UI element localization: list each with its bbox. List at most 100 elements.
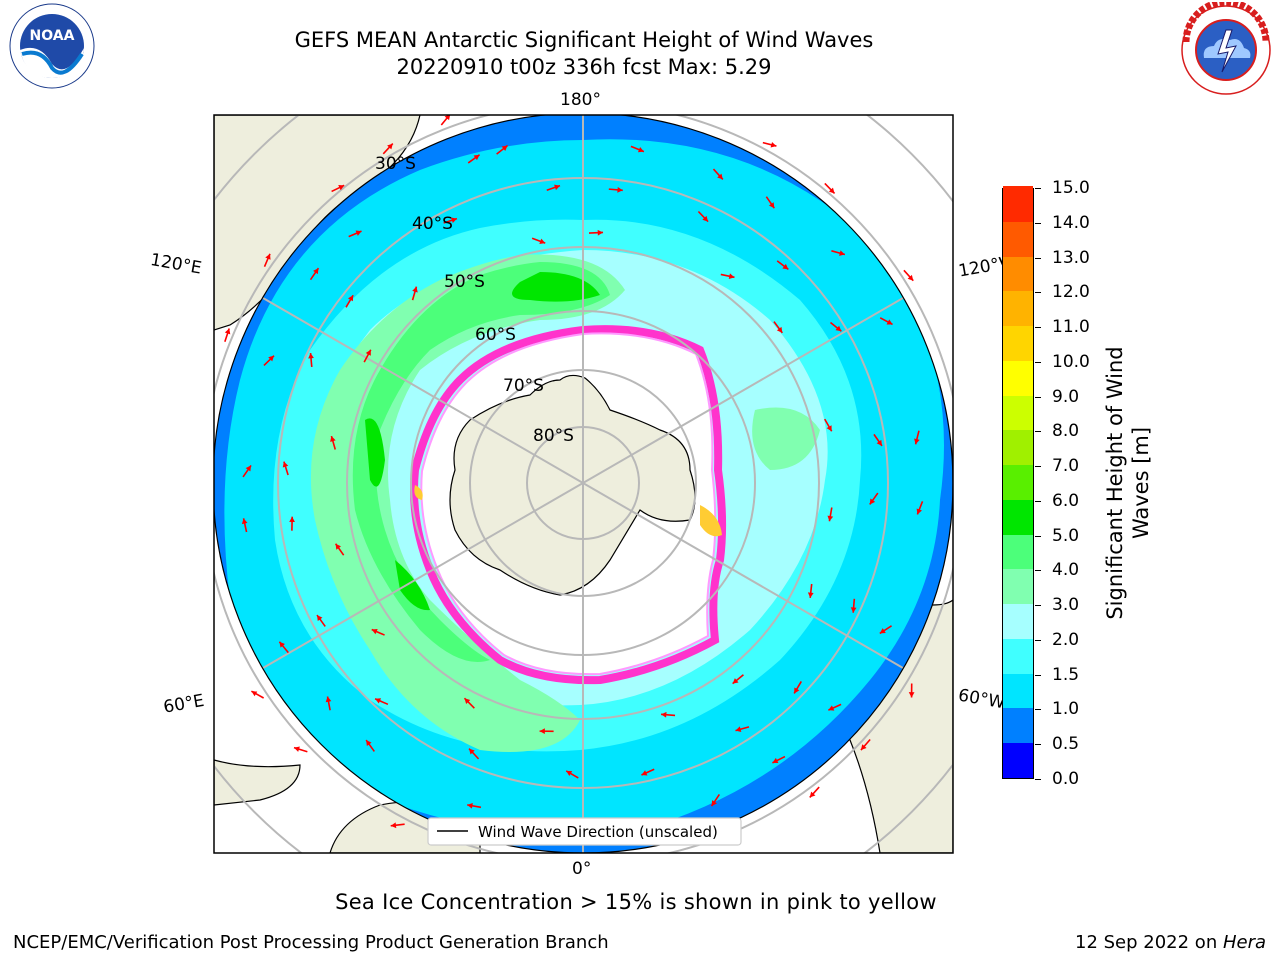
colorbar-segment	[1003, 429, 1033, 466]
colorbar-segment	[1003, 603, 1033, 639]
wind-arrow-head	[251, 691, 258, 697]
wind-arrow-head	[876, 439, 882, 446]
wind-arrow-head	[366, 740, 372, 747]
wind-arrow-head	[809, 791, 816, 798]
wind-arrow-head	[641, 770, 648, 776]
wind-arrow-head	[907, 274, 914, 281]
colorbar-tick-label: 7.0	[1052, 456, 1080, 477]
wind-arrow-head	[289, 516, 295, 523]
wind-arrow-head	[469, 748, 475, 755]
wind-arrow-head	[390, 822, 397, 829]
colorbar-segment	[1003, 568, 1033, 605]
wind-arrow-head	[412, 286, 418, 293]
colorbar-segment	[1003, 707, 1033, 744]
antarctica	[449, 374, 696, 596]
colorbar-segment	[1003, 499, 1033, 535]
wind-arrow-head	[375, 698, 382, 704]
colorbar-label-line2: Waves [m]	[1129, 426, 1153, 540]
wind-arrow-head	[245, 465, 252, 472]
colorbar-tick	[1035, 431, 1041, 433]
wind-arrow-head	[554, 184, 561, 191]
lon-label-180: 180°	[560, 90, 601, 110]
chart-title: GEFS MEAN Antarctic Significant Height o…	[294, 28, 874, 52]
colorbar-tick-label: 10.0	[1052, 351, 1090, 372]
footer-machine: Hera	[1222, 932, 1266, 953]
wind-arrow-head	[539, 728, 545, 735]
lat-label-60s: 60°S	[475, 325, 516, 345]
wind-arrow-head	[282, 461, 289, 468]
legend-label: Wind Wave Direction (unscaled)	[478, 823, 718, 841]
wind-arrow-head	[860, 744, 867, 751]
colorbar-tick-label: 15.0	[1052, 178, 1090, 198]
colorbar-segment	[1003, 464, 1033, 500]
wind-arrow-head	[735, 726, 742, 732]
wind-arrow-head	[279, 641, 285, 648]
colorbar-segment	[1003, 221, 1033, 257]
wind-arrow-head	[265, 253, 271, 260]
wind-arrow-head	[241, 518, 248, 525]
colorbar-segment	[1003, 360, 1033, 396]
wind-arrow-head	[355, 230, 362, 236]
lat-label-70s: 70°S	[503, 376, 544, 396]
lat-label-30s: 30°S	[375, 154, 416, 174]
colorbar-tick-label: 3.0	[1052, 595, 1080, 616]
wind-arrow-head	[365, 349, 371, 356]
wind-arrow-head	[732, 678, 739, 684]
footer-branch: NCEP/EMC/Verification Post Processing Pr…	[13, 932, 609, 953]
colorbar-segment	[1003, 673, 1033, 709]
footer-date-text: 12 Sep 2022 on	[1075, 932, 1223, 953]
wind-arrow-head	[850, 607, 857, 613]
wind-arrow-head	[702, 215, 709, 222]
wind-arrow-head	[835, 325, 842, 332]
colorbar-tick	[1035, 535, 1041, 537]
footer-date: 12 Sep 2022 on Hera	[1075, 932, 1266, 953]
colorbar-label-line1: Significant Height of Wind	[1103, 346, 1127, 620]
wind-direction-arrows	[224, 115, 924, 829]
colorbar-segment	[1003, 325, 1033, 361]
colorbar-tick	[1035, 500, 1041, 502]
map-legend: Wind Wave Direction (unscaled)	[427, 817, 742, 846]
wind-arrow-head	[768, 202, 775, 209]
colorbar-tick	[1035, 639, 1041, 641]
lon-label-0: 0°	[572, 859, 591, 879]
wind-arrow-head	[347, 295, 354, 302]
colorbar-segment	[1003, 742, 1033, 778]
wind-arrow-head	[711, 800, 717, 807]
wind-arrow-head	[617, 186, 623, 193]
colorbar-tick	[1035, 605, 1041, 607]
wind-arrow-head	[444, 115, 451, 121]
colorbar-tick	[1035, 222, 1041, 224]
nws-logo	[1181, 2, 1271, 95]
sea-ice-note-text: Sea Ice Concentration > 15% is shown in …	[335, 890, 937, 914]
colorbar-tick	[1035, 570, 1041, 572]
map-panel: Wind Wave Direction (unscaled)	[214, 115, 953, 853]
colorbar-tick-label: 14.0	[1052, 212, 1090, 233]
wind-arrow-head	[317, 615, 323, 622]
colorbar-tick-label: 1.5	[1052, 664, 1080, 685]
wind-arrow-head	[770, 141, 777, 148]
colorbar-tick-label: 1.0	[1052, 699, 1080, 720]
wind-arrow-head	[807, 592, 814, 598]
lat-label-50s: 50°S	[444, 272, 485, 292]
sea-ice-note: Sea Ice Concentration > 15% is shown in …	[0, 890, 1280, 914]
longitude-grid	[262, 115, 904, 853]
lat-label-80s: 80°S	[533, 426, 574, 446]
wind-arrow-head	[464, 698, 471, 705]
colorbar-tick-label: 12.0	[1052, 282, 1090, 303]
wind-arrow-head	[828, 187, 835, 194]
colorbar-tick-label: 4.0	[1052, 560, 1080, 581]
wind-arrow-head	[782, 263, 789, 270]
wind-arrow-head	[371, 628, 378, 635]
lon-label-60e: 60°E	[162, 691, 206, 718]
wind-arrow-head	[268, 355, 275, 362]
colorbar-segment	[1003, 290, 1033, 327]
colorbar-tick-label: 13.0	[1052, 247, 1090, 268]
wind-arrow-head	[467, 802, 473, 809]
wind-arrow-head	[387, 143, 393, 150]
wind-arrow-head	[566, 770, 573, 777]
colorbar-tick	[1035, 396, 1041, 398]
colorbar-segment	[1003, 255, 1033, 292]
wind-arrow-head	[330, 436, 336, 442]
colorbar-tick	[1035, 361, 1041, 363]
